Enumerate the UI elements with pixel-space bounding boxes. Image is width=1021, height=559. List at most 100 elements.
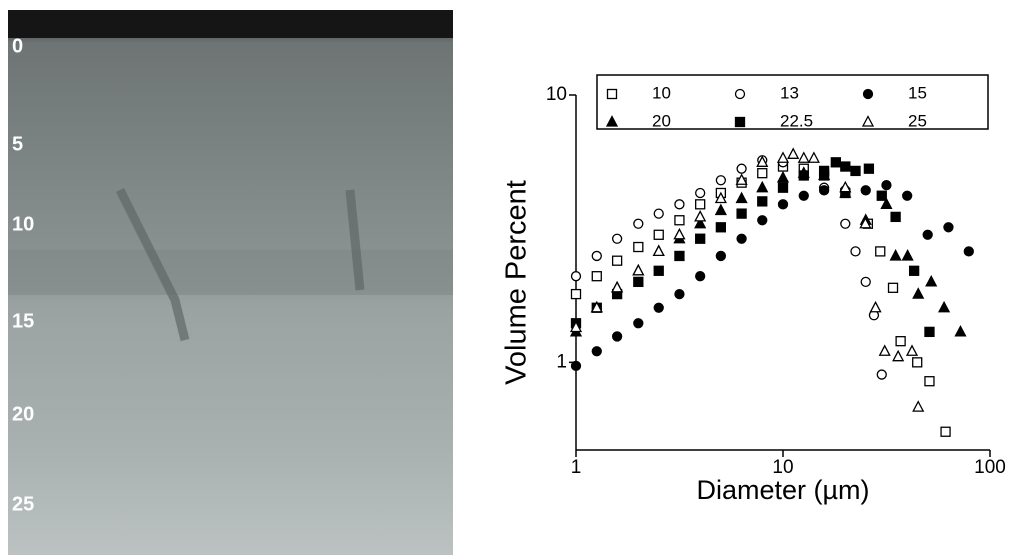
data-point xyxy=(818,185,830,196)
data-point xyxy=(674,199,685,210)
depth-label: 10 xyxy=(12,213,34,235)
legend-marker xyxy=(734,116,746,128)
data-point xyxy=(902,190,913,201)
data-point xyxy=(776,151,790,163)
data-point xyxy=(840,218,851,229)
data-point xyxy=(633,318,644,329)
data-point xyxy=(908,265,920,276)
data-point xyxy=(756,180,769,193)
data-point xyxy=(912,287,925,299)
data-point xyxy=(632,263,645,276)
legend-label: 13 xyxy=(780,83,799,102)
legend-label: 22.5 xyxy=(780,111,813,130)
depth-label: 5 xyxy=(12,133,23,155)
data-point xyxy=(674,288,685,300)
legend-marker xyxy=(734,88,746,100)
depth-label: 25 xyxy=(12,493,34,515)
data-point xyxy=(807,151,820,163)
data-point xyxy=(695,233,706,244)
data-point xyxy=(611,233,623,244)
data-point xyxy=(714,191,727,204)
data-point xyxy=(895,336,906,347)
data-point xyxy=(611,331,623,342)
data-point xyxy=(674,250,685,262)
data-point xyxy=(839,180,852,193)
data-point xyxy=(591,346,602,357)
data-point xyxy=(963,246,974,257)
data-point xyxy=(757,196,768,207)
data-point xyxy=(881,180,892,191)
data-point xyxy=(590,300,603,313)
legend-marker xyxy=(861,115,875,127)
data-point xyxy=(905,344,919,356)
x-axis-label: Diameter (µm) xyxy=(696,475,869,505)
legend-label: 25 xyxy=(908,111,927,130)
data-point xyxy=(901,249,914,261)
legend-label: 15 xyxy=(908,83,927,102)
data-point xyxy=(938,300,951,313)
data-point xyxy=(940,426,951,437)
x-tick-label: 10 xyxy=(772,457,793,478)
depth-label: 15 xyxy=(12,310,34,332)
data-point xyxy=(570,271,582,282)
photo-streak xyxy=(115,187,190,342)
data-point xyxy=(591,271,602,282)
data-point xyxy=(798,170,809,181)
data-point xyxy=(633,218,644,229)
legend-box xyxy=(596,74,989,130)
data-point xyxy=(875,246,886,257)
data-point xyxy=(850,165,861,177)
data-point xyxy=(797,151,810,163)
data-point xyxy=(633,276,644,288)
data-point xyxy=(850,246,861,257)
data-point xyxy=(798,190,809,201)
data-point xyxy=(653,229,664,240)
legend-label: 10 xyxy=(652,83,671,102)
data-point xyxy=(591,250,602,262)
data-point xyxy=(876,369,887,380)
data-point xyxy=(569,320,583,333)
data-point xyxy=(694,209,707,222)
y-tick-label: 1 xyxy=(556,351,567,372)
data-point xyxy=(830,157,841,168)
data-point xyxy=(653,302,664,313)
data-point xyxy=(570,360,582,372)
data-point xyxy=(611,255,623,266)
data-point xyxy=(695,271,706,282)
y-tick-label: 10 xyxy=(546,84,567,105)
data-point xyxy=(912,400,925,412)
data-point xyxy=(736,163,747,174)
photo-top xyxy=(8,10,453,38)
data-point xyxy=(880,197,893,209)
data-point xyxy=(860,185,871,196)
legend-label: 20 xyxy=(652,111,671,130)
data-point xyxy=(869,300,882,313)
data-point xyxy=(736,208,747,219)
data-point xyxy=(757,168,768,179)
data-point xyxy=(943,222,954,233)
depth-label: 0 xyxy=(12,35,23,57)
data-point xyxy=(736,233,747,244)
data-point xyxy=(925,274,938,287)
data-point xyxy=(887,282,899,293)
data-point xyxy=(892,349,905,362)
data-point xyxy=(777,182,789,193)
data-point xyxy=(922,229,933,240)
data-point xyxy=(633,241,644,253)
data-point xyxy=(694,216,707,229)
data-point xyxy=(860,276,871,288)
data-point xyxy=(652,244,665,257)
data-point xyxy=(735,173,748,185)
data-point xyxy=(889,249,902,261)
photo-band xyxy=(8,250,453,295)
data-point xyxy=(715,250,727,262)
data-point xyxy=(570,288,582,300)
data-point xyxy=(695,187,706,199)
x-tick-label: 100 xyxy=(974,457,1006,478)
data-point xyxy=(777,199,789,210)
data-point xyxy=(674,215,685,226)
data-point xyxy=(714,203,727,216)
data-point xyxy=(735,191,748,204)
data-point xyxy=(695,199,706,210)
